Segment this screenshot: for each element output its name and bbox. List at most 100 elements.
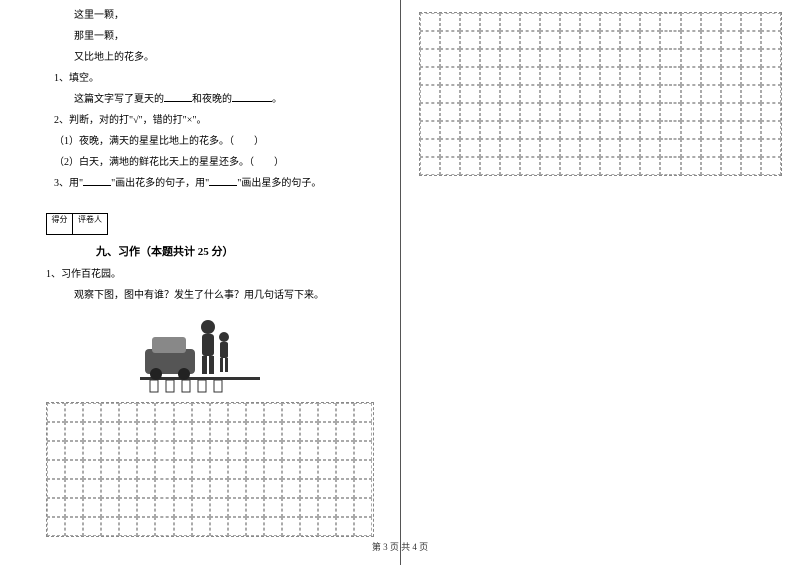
grid-cell[interactable] <box>336 498 354 517</box>
grid-cell[interactable] <box>119 517 137 536</box>
grid-cell[interactable] <box>560 139 580 157</box>
grid-cell[interactable] <box>660 85 680 103</box>
grid-cell[interactable] <box>480 157 500 175</box>
grid-cell[interactable] <box>228 517 246 536</box>
grid-cell[interactable] <box>620 139 640 157</box>
grid-cell[interactable] <box>192 441 210 460</box>
grid-cell[interactable] <box>300 498 318 517</box>
grid-cell[interactable] <box>520 139 540 157</box>
grid-cell[interactable] <box>500 49 520 67</box>
grid-cell[interactable] <box>500 103 520 121</box>
grid-cell[interactable] <box>420 13 440 31</box>
grid-cell[interactable] <box>137 422 155 441</box>
grid-cell[interactable] <box>500 67 520 85</box>
grid-cell[interactable] <box>520 31 540 49</box>
grid-cell[interactable] <box>336 517 354 536</box>
grid-cell[interactable] <box>119 441 137 460</box>
grid-cell[interactable] <box>721 67 741 85</box>
grid-cell[interactable] <box>192 460 210 479</box>
grid-cell[interactable] <box>640 103 660 121</box>
grid-cell[interactable] <box>318 422 336 441</box>
grid-cell[interactable] <box>155 422 173 441</box>
grid-cell[interactable] <box>460 85 480 103</box>
grid-cell[interactable] <box>660 139 680 157</box>
grid-cell[interactable] <box>155 479 173 498</box>
grid-cell[interactable] <box>620 49 640 67</box>
grid-cell[interactable] <box>65 498 83 517</box>
grid-cell[interactable] <box>460 121 480 139</box>
grid-cell[interactable] <box>681 85 701 103</box>
grid-cell[interactable] <box>660 121 680 139</box>
grid-cell[interactable] <box>440 67 460 85</box>
grid-cell[interactable] <box>480 103 500 121</box>
grid-cell[interactable] <box>282 517 300 536</box>
grid-cell[interactable] <box>480 31 500 49</box>
grid-cell[interactable] <box>681 49 701 67</box>
grid-cell[interactable] <box>264 479 282 498</box>
grid-cell[interactable] <box>701 31 721 49</box>
grid-cell[interactable] <box>282 441 300 460</box>
grid-cell[interactable] <box>264 460 282 479</box>
grid-cell[interactable] <box>264 498 282 517</box>
grid-cell[interactable] <box>761 121 781 139</box>
grid-cell[interactable] <box>174 517 192 536</box>
grid-cell[interactable] <box>620 67 640 85</box>
grid-cell[interactable] <box>282 403 300 422</box>
grid-cell[interactable] <box>210 517 228 536</box>
grid-cell[interactable] <box>137 498 155 517</box>
grid-cell[interactable] <box>500 13 520 31</box>
grid-cell[interactable] <box>660 49 680 67</box>
grid-cell[interactable] <box>228 403 246 422</box>
grid-cell[interactable] <box>580 121 600 139</box>
grid-cell[interactable] <box>83 441 101 460</box>
grid-cell[interactable] <box>210 422 228 441</box>
grid-cell[interactable] <box>640 121 660 139</box>
grid-cell[interactable] <box>600 85 620 103</box>
grid-cell[interactable] <box>354 441 372 460</box>
grid-cell[interactable] <box>119 479 137 498</box>
grid-cell[interactable] <box>600 121 620 139</box>
grid-cell[interactable] <box>119 498 137 517</box>
grid-cell[interactable] <box>520 67 540 85</box>
grid-cell[interactable] <box>440 31 460 49</box>
grid-cell[interactable] <box>741 85 761 103</box>
grid-cell[interactable] <box>174 422 192 441</box>
grid-cell[interactable] <box>741 49 761 67</box>
q3-blank-1[interactable] <box>83 176 111 186</box>
grid-cell[interactable] <box>721 13 741 31</box>
grid-cell[interactable] <box>500 139 520 157</box>
grid-cell[interactable] <box>741 13 761 31</box>
grid-cell[interactable] <box>701 13 721 31</box>
grid-cell[interactable] <box>681 13 701 31</box>
grid-cell[interactable] <box>460 157 480 175</box>
grid-cell[interactable] <box>480 67 500 85</box>
grid-cell[interactable] <box>701 157 721 175</box>
grid-cell[interactable] <box>336 479 354 498</box>
grid-cell[interactable] <box>620 13 640 31</box>
grid-cell[interactable] <box>520 13 540 31</box>
grid-cell[interactable] <box>701 103 721 121</box>
grid-cell[interactable] <box>300 517 318 536</box>
grid-cell[interactable] <box>101 479 119 498</box>
grid-cell[interactable] <box>83 517 101 536</box>
grid-cell[interactable] <box>155 403 173 422</box>
grid-cell[interactable] <box>540 103 560 121</box>
grid-cell[interactable] <box>440 49 460 67</box>
grid-cell[interactable] <box>660 67 680 85</box>
grid-cell[interactable] <box>540 31 560 49</box>
grid-cell[interactable] <box>83 460 101 479</box>
grid-cell[interactable] <box>101 460 119 479</box>
grid-cell[interactable] <box>354 517 372 536</box>
grid-cell[interactable] <box>228 498 246 517</box>
grid-cell[interactable] <box>300 460 318 479</box>
grid-cell[interactable] <box>65 460 83 479</box>
grid-cell[interactable] <box>701 85 721 103</box>
grid-cell[interactable] <box>600 13 620 31</box>
grid-cell[interactable] <box>500 85 520 103</box>
grid-cell[interactable] <box>318 517 336 536</box>
grid-cell[interactable] <box>137 479 155 498</box>
grid-cell[interactable] <box>721 85 741 103</box>
grid-cell[interactable] <box>540 49 560 67</box>
q3-blank-2[interactable] <box>209 176 237 186</box>
grid-cell[interactable] <box>460 31 480 49</box>
